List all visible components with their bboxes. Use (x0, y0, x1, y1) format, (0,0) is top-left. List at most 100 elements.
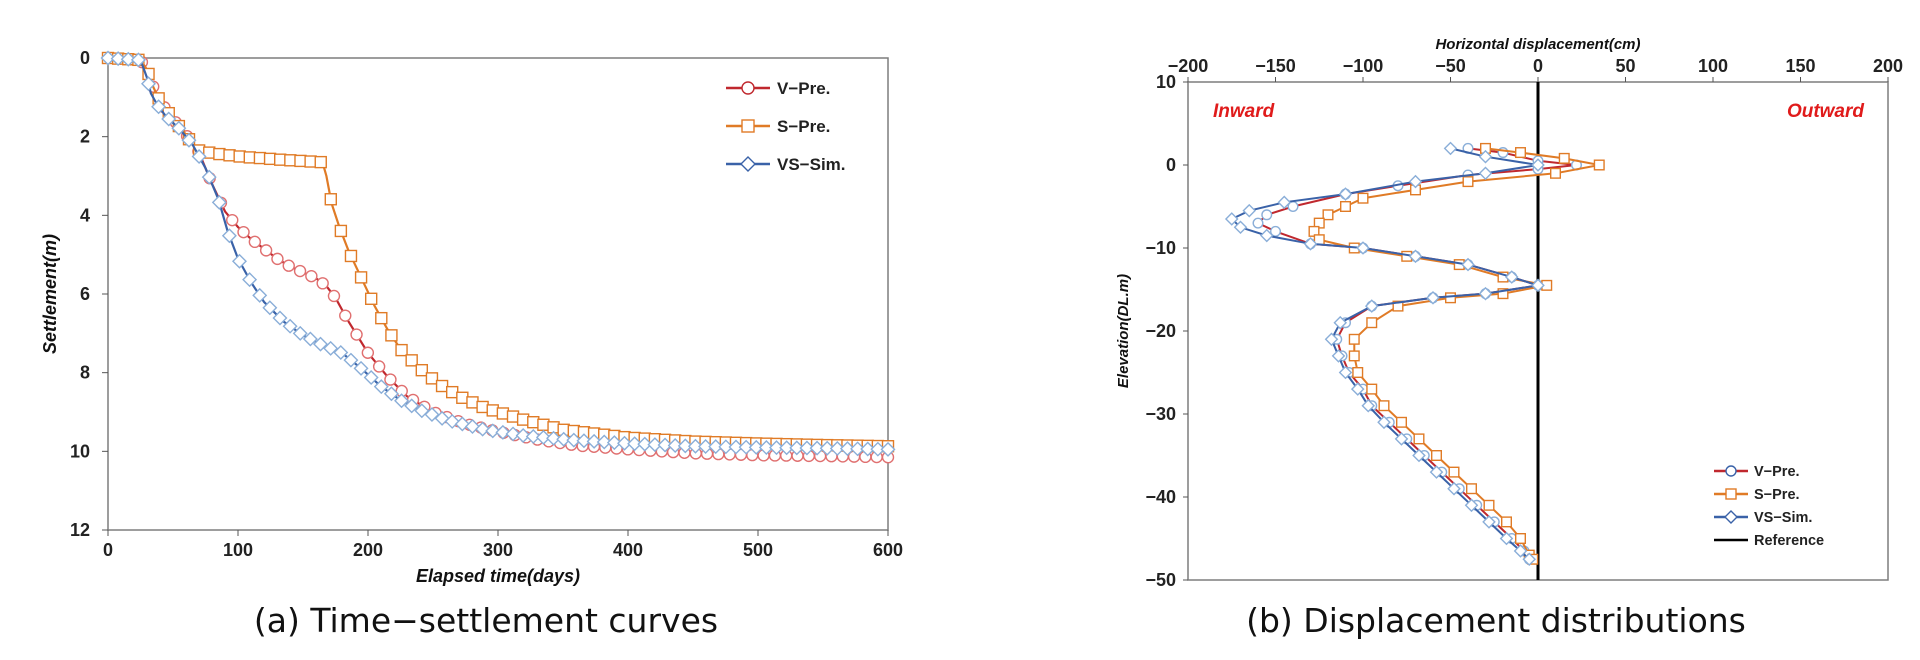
a-data-point (120, 51, 136, 67)
a-data-point (364, 292, 378, 305)
a-data-point (637, 436, 653, 452)
b-data-point (1338, 365, 1353, 380)
a-data-point (395, 343, 408, 357)
a-data-point (242, 272, 258, 288)
b-data-point (1395, 416, 1407, 428)
b-legend-marker (1725, 465, 1737, 477)
a-data-point (465, 419, 480, 435)
b-data-point (1350, 382, 1365, 396)
a-data-point (860, 441, 876, 457)
a-data-point (485, 423, 501, 439)
a-data-point (435, 379, 449, 393)
b-data-point (1513, 544, 1528, 558)
b-x-ticks: −200 −150 −100 −50 0 50 100 150 200 (1168, 56, 1903, 82)
a-data-point (809, 440, 825, 456)
b-data-point (1412, 448, 1426, 463)
a-data-point (799, 440, 815, 456)
a-data-point (333, 345, 349, 360)
b-data-point (1261, 209, 1273, 221)
a-data-point (305, 269, 318, 283)
a-data-point (304, 155, 317, 168)
a-data-point (506, 410, 520, 423)
b-data-point (1259, 228, 1274, 243)
a-data-point (294, 154, 307, 168)
a-data-point (535, 429, 551, 445)
b-x-tick-label: −200 (1168, 56, 1209, 76)
b-data-point (1339, 200, 1351, 212)
b-data-point (1593, 159, 1605, 171)
a-data-point (353, 360, 369, 376)
a-data-point (516, 413, 530, 426)
a-data-point (181, 132, 197, 148)
b-data-point (1361, 398, 1376, 413)
b-data-point (1504, 270, 1519, 284)
b-data-point (1514, 533, 1526, 545)
b-data-point (1324, 332, 1339, 347)
a-data-point (606, 435, 622, 451)
b-series-layer (1224, 82, 1605, 580)
b-data-point (1357, 192, 1369, 204)
b-y-tick-label: 0 (1166, 155, 1176, 175)
a-data-point (870, 441, 886, 457)
panel-a-time-settlement: 0 100 200 300 400 500 600 0 2 4 6 8 10 12 Elapsed ti… (40, 48, 903, 640)
b-data-point (1377, 415, 1391, 430)
a-legend-label: VS−Sim. (777, 155, 846, 174)
a-legend-label: S−Pre. (777, 117, 830, 136)
b-data-point (1430, 450, 1442, 462)
b-data-point (1378, 400, 1390, 412)
b-x-tick-label: −100 (1343, 56, 1384, 76)
a-legend-marker (741, 81, 755, 95)
a-data-point (302, 331, 318, 347)
a-data-point (141, 76, 156, 92)
a-data-point (404, 398, 420, 414)
b-legend-label: VS−Sim. (1754, 510, 1812, 526)
b-x-tick-label: −50 (1435, 56, 1466, 76)
a-data-point (271, 252, 284, 266)
a-legend: V−Pre. S−Pre. VS−Sim. (726, 79, 846, 174)
a-data-point (667, 437, 683, 453)
b-y-tick-label: −20 (1145, 321, 1176, 341)
a-data-point (316, 277, 329, 290)
a-data-point (344, 249, 358, 263)
a-data-point (415, 363, 429, 377)
b-data-point (1348, 333, 1360, 345)
a-x-tick-label: 300 (483, 540, 513, 560)
b-y-ticks: 10 0 −10 −20 −30 −40 −50 (1145, 72, 1188, 590)
a-y-ticks: 0 2 4 6 8 10 12 (70, 48, 108, 540)
a-data-point (596, 434, 612, 450)
a-data-point (343, 352, 359, 368)
b-data-point (1233, 220, 1248, 235)
a-data-point (486, 404, 499, 417)
a-data-point (546, 430, 562, 446)
a-y-tick-label: 8 (80, 363, 90, 383)
a-data-point (248, 235, 262, 249)
a-data-point (687, 438, 703, 454)
b-legend-label: V−Pre. (1754, 464, 1800, 480)
b-data-point (1514, 147, 1526, 159)
a-y-axis-title: Settlement(m) (40, 234, 60, 354)
a-x-axis-title: Elapsed time(days) (416, 566, 580, 586)
a-data-point (829, 440, 845, 456)
a-data-point (226, 213, 239, 227)
a-data-point (223, 149, 236, 162)
b-legend: V−Pre. S−Pre. VS−Sim. Reference (1714, 464, 1824, 549)
a-data-point (718, 439, 734, 455)
panel-b-displacement: −200 −150 −100 −50 0 50 100 150 200 100−10−20−30… (1115, 36, 1903, 640)
a-legend-marker (741, 119, 755, 133)
b-data-point (1549, 167, 1561, 179)
a-legend-marker (740, 156, 756, 172)
b-data-point (1413, 433, 1425, 445)
a-data-point (372, 360, 386, 373)
a-series-layer (100, 50, 896, 464)
b-data-point (1522, 552, 1537, 567)
b-data-point (1348, 350, 1360, 362)
b-x-axis-title: Horizontal displacement(cm) (1435, 36, 1640, 53)
a-data-point (259, 244, 273, 257)
b-data-point (1465, 483, 1477, 495)
a-data-point (456, 391, 469, 404)
b-data-point (1242, 203, 1257, 218)
b-data-point (1277, 195, 1292, 210)
a-data-point (677, 438, 693, 454)
a-data-point (110, 51, 126, 67)
